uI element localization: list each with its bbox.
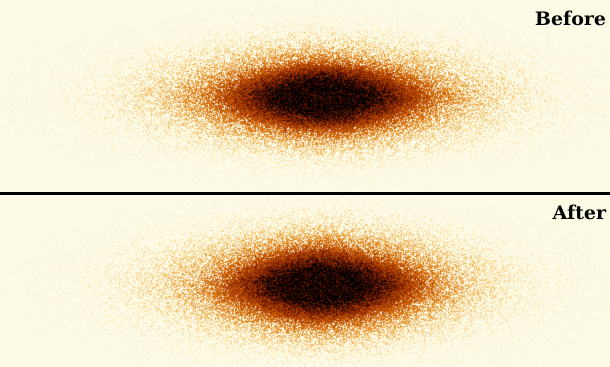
after-density-image	[0, 195, 610, 367]
after-panel: After	[0, 195, 610, 367]
after-label: After	[552, 202, 606, 224]
before-density-image	[0, 0, 610, 192]
before-panel: Before	[0, 0, 610, 192]
before-label: Before	[534, 8, 606, 30]
panel-divider	[0, 192, 610, 195]
